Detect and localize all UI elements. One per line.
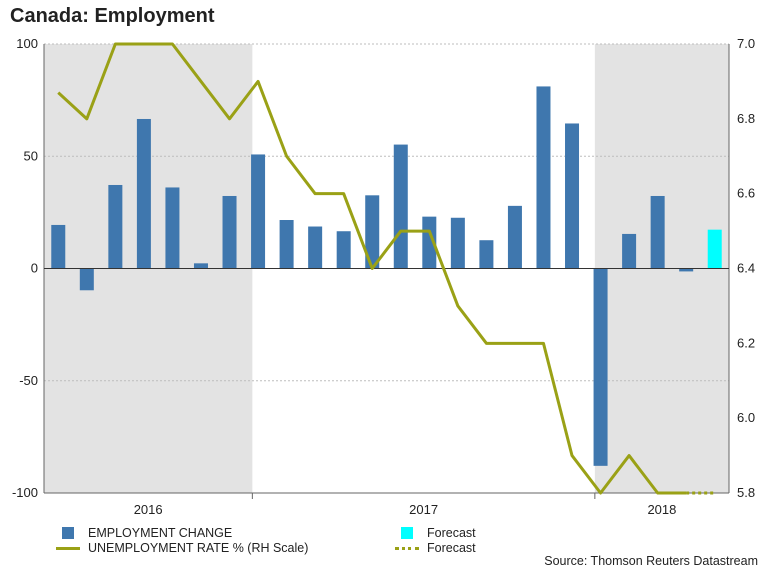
employment-bar xyxy=(393,144,408,269)
x-tick-label-2016: 2016 xyxy=(134,502,163,517)
right-tick-label: 6.2 xyxy=(737,335,755,350)
legend-bar-swatch xyxy=(62,527,74,539)
right-tick-label: 5.8 xyxy=(737,485,755,500)
employment-bar xyxy=(650,195,665,269)
legend-employment-change: EMPLOYMENT CHANGE xyxy=(62,526,232,540)
x-tick-label-2018: 2018 xyxy=(647,502,676,517)
employment-bar xyxy=(565,123,580,269)
employment-bar xyxy=(79,268,94,291)
employment-bar xyxy=(679,268,694,272)
employment-forecast-bar xyxy=(707,229,722,269)
left-tick-label: -50 xyxy=(19,373,38,388)
legend-forecast-bar: Forecast xyxy=(401,526,476,540)
legend-forecast-line-swatch xyxy=(395,546,419,550)
legend-line-swatch xyxy=(56,546,80,550)
right-tick-label: 6.4 xyxy=(737,261,755,276)
legend-employment-change-label: EMPLOYMENT CHANGE xyxy=(88,526,233,540)
legend-unemployment-rate-label: UNEMPLOYMENT RATE % (RH Scale) xyxy=(88,541,309,555)
employment-bar xyxy=(365,195,380,269)
right-tick-label: 6.8 xyxy=(737,111,755,126)
employment-bar xyxy=(51,224,66,269)
employment-bar xyxy=(622,233,637,269)
employment-bar xyxy=(450,217,465,269)
left-tick-label: 0 xyxy=(31,261,38,276)
legend-forecast-bar-swatch xyxy=(401,527,413,539)
chart-title: Canada: Employment xyxy=(10,5,215,27)
right-tick-label: 6.6 xyxy=(737,186,755,201)
left-tick-label: -100 xyxy=(12,485,38,500)
unemployment-rate-line xyxy=(57,42,687,495)
employment-bar xyxy=(251,154,266,269)
employment-bar xyxy=(536,86,551,269)
employment-bar xyxy=(479,240,494,269)
x-tick-label-2017: 2017 xyxy=(409,502,438,517)
source-note: Source: Thomson Reuters Datastream xyxy=(544,554,758,568)
left-tick-label: 100 xyxy=(16,36,38,51)
right-tick-label: 7.0 xyxy=(737,36,755,51)
employment-bar xyxy=(165,187,180,269)
legend-forecast-line-label: Forecast xyxy=(427,541,476,555)
employment-bar xyxy=(308,226,323,269)
employment-bar xyxy=(336,231,351,269)
employment-bar xyxy=(279,220,294,269)
employment-bar xyxy=(193,263,208,269)
employment-bar xyxy=(136,118,151,269)
legend-forecast-line: Forecast xyxy=(395,541,476,555)
employment-bar xyxy=(222,195,237,269)
left-tick-label: 50 xyxy=(24,148,38,163)
employment-bar xyxy=(108,184,123,269)
employment-bar xyxy=(507,205,522,269)
legend-forecast-bar-label: Forecast xyxy=(427,526,476,540)
employment-bar xyxy=(593,268,608,466)
legend-unemployment-rate: UNEMPLOYMENT RATE % (RH Scale) xyxy=(56,541,308,555)
right-tick-label: 6.0 xyxy=(737,410,755,425)
